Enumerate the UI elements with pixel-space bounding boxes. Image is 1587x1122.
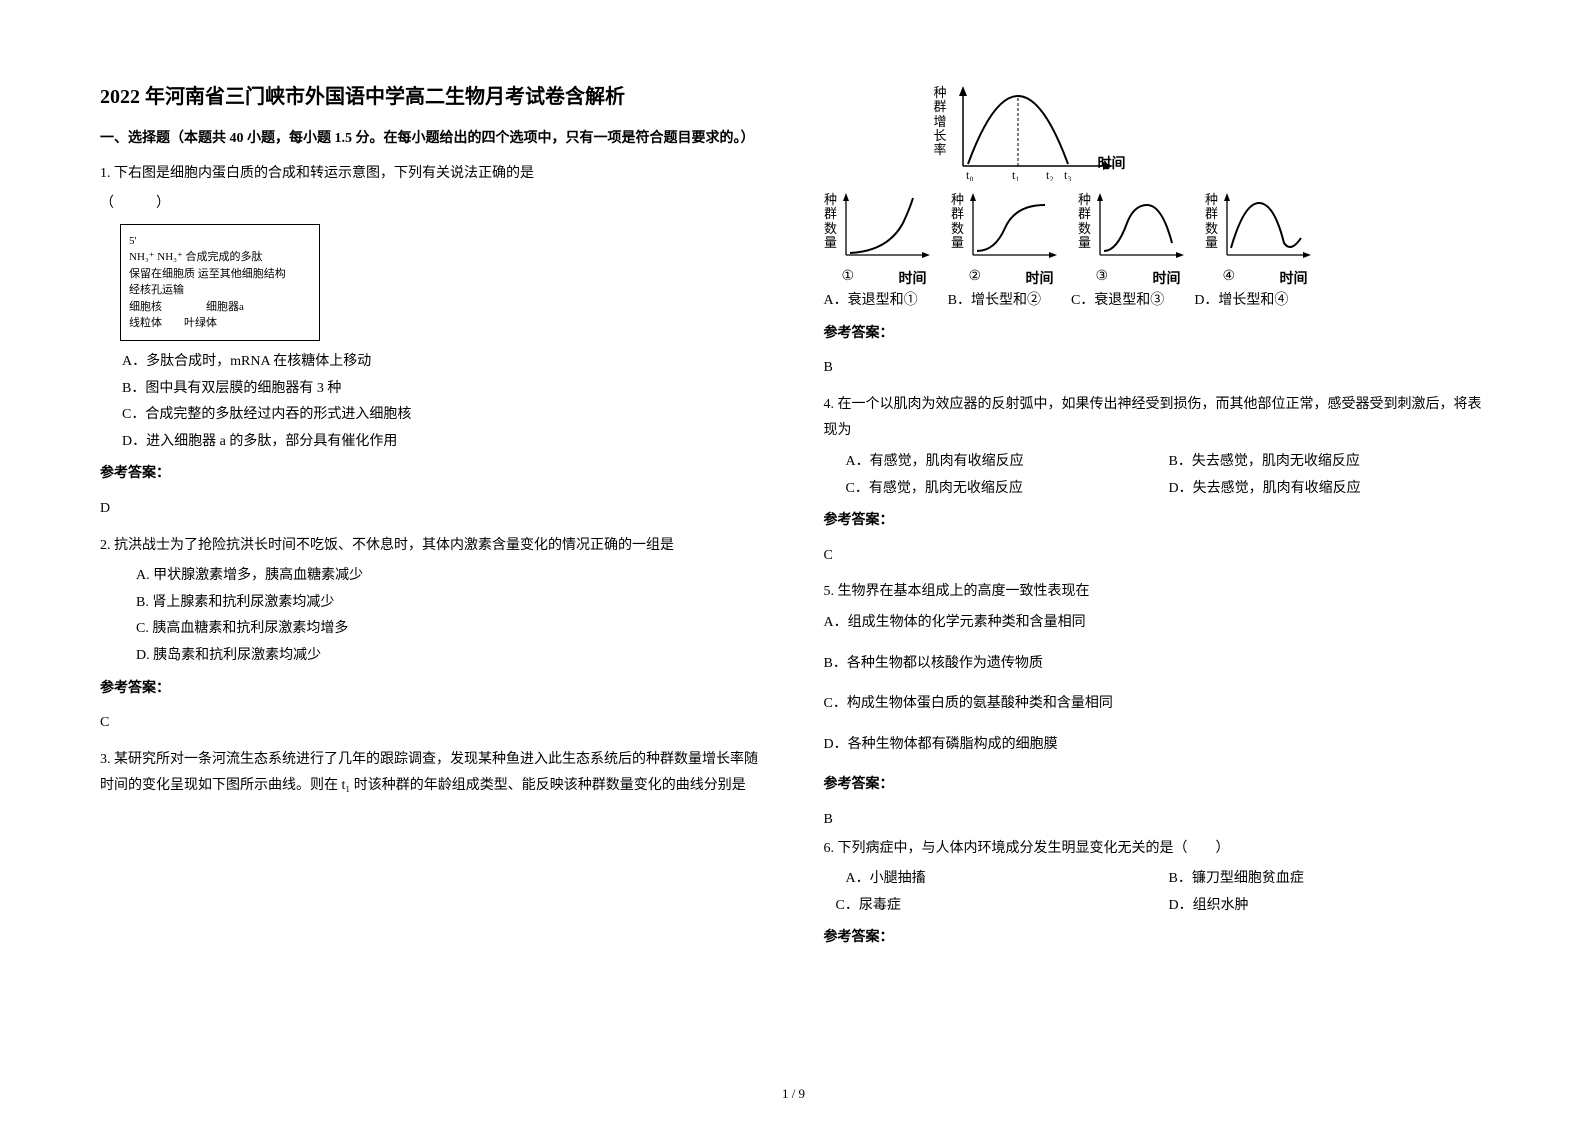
q1-diagram-line: 保留在细胞质 运至其他细胞结构 (129, 266, 311, 283)
q3-option-c: C．衰退型和③ (1071, 288, 1164, 315)
q2-option-a: A. 甲状腺激素增多，胰高血糖素减少 (100, 563, 764, 590)
q5-answer: B (824, 807, 1488, 834)
small-ylabel: 种群数量 (1078, 193, 1092, 268)
q3-option-a: A．衰退型和① (824, 288, 918, 315)
svg-text:t₀: t₀ (966, 168, 974, 181)
q4-answer-label: 参考答案： (824, 508, 1488, 535)
q2-option-b: B. 肾上腺素和抗利尿激素均减少 (100, 590, 764, 617)
chart4-svg (1219, 193, 1314, 268)
page-number: 1 / 9 (0, 1086, 1587, 1102)
svg-text:t₃: t₃ (1064, 168, 1072, 181)
q1-option-c: C．合成完整的多肽经过内吞的形式进入细胞核 (100, 402, 764, 429)
q1-diagram-line: 细胞核 细胞器a (129, 299, 311, 316)
q6-options-row2: C．尿毒症 D．组织水肿 (824, 893, 1488, 920)
q5-answer-label: 参考答案： (824, 772, 1488, 799)
small-ylabel: 种群数量 (951, 193, 965, 268)
q3-small-charts: 种群数量 ① 时间 种群数量 (824, 193, 1488, 288)
section-header: 一、选择题（本题共 40 小题，每小题 1.5 分。在每小题给出的四个选项中，只… (100, 127, 764, 151)
chart2-svg (965, 193, 1060, 268)
q1-option-b: B．图中具有双层膜的细胞器有 3 种 (100, 376, 764, 403)
q1-paren: （ ） (100, 191, 764, 218)
q3-chart-1: 种群数量 ① 时间 (824, 193, 933, 288)
q1-answer: D (100, 496, 764, 523)
small-ylabel: 种群数量 (824, 193, 838, 268)
q1-diagram-line: 线粒体 叶绿体 (129, 315, 311, 332)
q2-option-c: C. 胰高血糖素和抗利尿激素均增多 (100, 616, 764, 643)
ylabel-text: 种群增长率 (934, 86, 948, 157)
q5-stem: 5. 生物界在基本组成上的高度一致性表现在 (824, 579, 1488, 606)
q5-option-d: D．各种生物体都有磷脂构成的细胞膜 (824, 732, 1488, 759)
page-title: 2022 年河南省三门峡市外国语中学高二生物月考试卷含解析 (100, 80, 764, 109)
q3-chart-3: 种群数量 ③ 时间 (1078, 193, 1187, 288)
q1-diagram: 5' NH₃⁺ NH₃⁺ 合成完成的多肽 保留在细胞质 运至其他细胞结构 经核孔… (120, 224, 320, 341)
chart3-xlabel: 时间 (1153, 268, 1181, 288)
q3-top-xlabel: 时间 (1098, 153, 1126, 173)
small-ylabel: 种群数量 (1205, 193, 1219, 268)
chart2-label: ② (969, 268, 982, 288)
q1-option-d: D．进入细胞器 a 的多肽，部分具有催化作用 (100, 429, 764, 456)
q6-answer-label: 参考答案： (824, 925, 1488, 952)
q1-diagram-line: 5' (129, 233, 311, 250)
q2-answer-label: 参考答案： (100, 676, 764, 703)
chart2-xlabel: 时间 (1026, 268, 1054, 288)
q4-options-row2: C．有感觉，肌肉无收缩反应 D．失去感觉，肌肉有收缩反应 (824, 476, 1488, 503)
q1-stem: 1. 下右图是细胞内蛋白质的合成和转运示意图，下列有关说法正确的是 (100, 161, 764, 188)
q2-stem: 2. 抗洪战士为了抢险抗洪长时间不吃饭、不休息时，其体内激素含量变化的情况正确的… (100, 533, 764, 560)
q1-answer-label: 参考答案： (100, 461, 764, 488)
q3-chart-2: 种群数量 ② 时间 (951, 193, 1060, 288)
chart3-svg (1092, 193, 1187, 268)
q5-option-c: C．构成生物体蛋白质的氨基酸种类和含量相同 (824, 691, 1488, 718)
q6-option-a: A．小腿抽搐 (824, 866, 1169, 893)
q2-option-d: D. 胰岛素和抗利尿激素均减少 (100, 643, 764, 670)
chart1-xlabel: 时间 (899, 268, 927, 288)
q3-option-d: D．增长型和④ (1194, 288, 1288, 315)
q6-option-b: B．镰刀型细胞贫血症 (1169, 866, 1487, 893)
q6-option-d: D．组织水肿 (1169, 893, 1487, 920)
chart4-xlabel: 时间 (1280, 268, 1308, 288)
q5-option-b: B．各种生物都以核酸作为遗传物质 (824, 651, 1488, 678)
chart1-svg (838, 193, 933, 268)
q3-answer-label: 参考答案： (824, 321, 1488, 348)
q4-options-row1: A．有感觉，肌肉有收缩反应 B．失去感觉，肌肉无收缩反应 (824, 449, 1488, 476)
q4-option-d: D．失去感觉，肌肉有收缩反应 (1169, 476, 1487, 503)
q6-option-c: C．尿毒症 (824, 893, 1169, 920)
right-column: 种群增长率 t₀ t₁ t₂ t₃ 时间 (824, 80, 1488, 960)
chart4-label: ④ (1223, 268, 1236, 288)
q2-answer: C (100, 710, 764, 737)
q1-option-a: A．多肽合成时，mRNA 在核糖体上移动 (100, 349, 764, 376)
q4-option-c: C．有感觉，肌肉无收缩反应 (824, 476, 1169, 503)
q3-top-ylabel: 种群增长率 (934, 86, 948, 157)
q3-top-chart-svg: t₀ t₁ t₂ t₃ (948, 86, 1118, 181)
q6-options-row1: A．小腿抽搐 B．镰刀型细胞贫血症 (824, 866, 1488, 893)
q3-answer: B (824, 355, 1488, 382)
q4-stem: 4. 在一个以肌肉为效应器的反射弧中，如果传出神经受到损伤，而其他部位正常，感受… (824, 392, 1488, 445)
q1-diagram-line: 经核孔运输 (129, 282, 311, 299)
q3-stem: 3. 某研究所对一条河流生态系统进行了几年的跟踪调查，发现某种鱼进入此生态系统后… (100, 747, 764, 800)
chart1-label: ① (842, 268, 855, 288)
chart3-label: ③ (1096, 268, 1109, 288)
left-column: 2022 年河南省三门峡市外国语中学高二生物月考试卷含解析 一、选择题（本题共 … (100, 80, 764, 960)
q6-stem: 6. 下列病症中，与人体内环境成分发生明显变化无关的是（ ） (824, 836, 1488, 863)
svg-text:t₂: t₂ (1046, 168, 1054, 181)
q3-top-chart: 种群增长率 t₀ t₁ t₂ t₃ 时间 (824, 86, 1488, 181)
q4-answer: C (824, 543, 1488, 570)
q5-option-a: A．组成生物体的化学元素种类和含量相同 (824, 610, 1488, 637)
svg-text:t₁: t₁ (1012, 168, 1020, 181)
q4-option-b: B．失去感觉，肌肉无收缩反应 (1169, 449, 1487, 476)
q3-chart-4: 种群数量 ④ 时间 (1205, 193, 1314, 288)
q3-options: A．衰退型和① B．增长型和② C．衰退型和③ D．增长型和④ (824, 288, 1488, 315)
q1-diagram-line: NH₃⁺ NH₃⁺ 合成完成的多肽 (129, 249, 311, 266)
q3-option-b: B．增长型和② (948, 288, 1041, 315)
q4-option-a: A．有感觉，肌肉有收缩反应 (824, 449, 1169, 476)
